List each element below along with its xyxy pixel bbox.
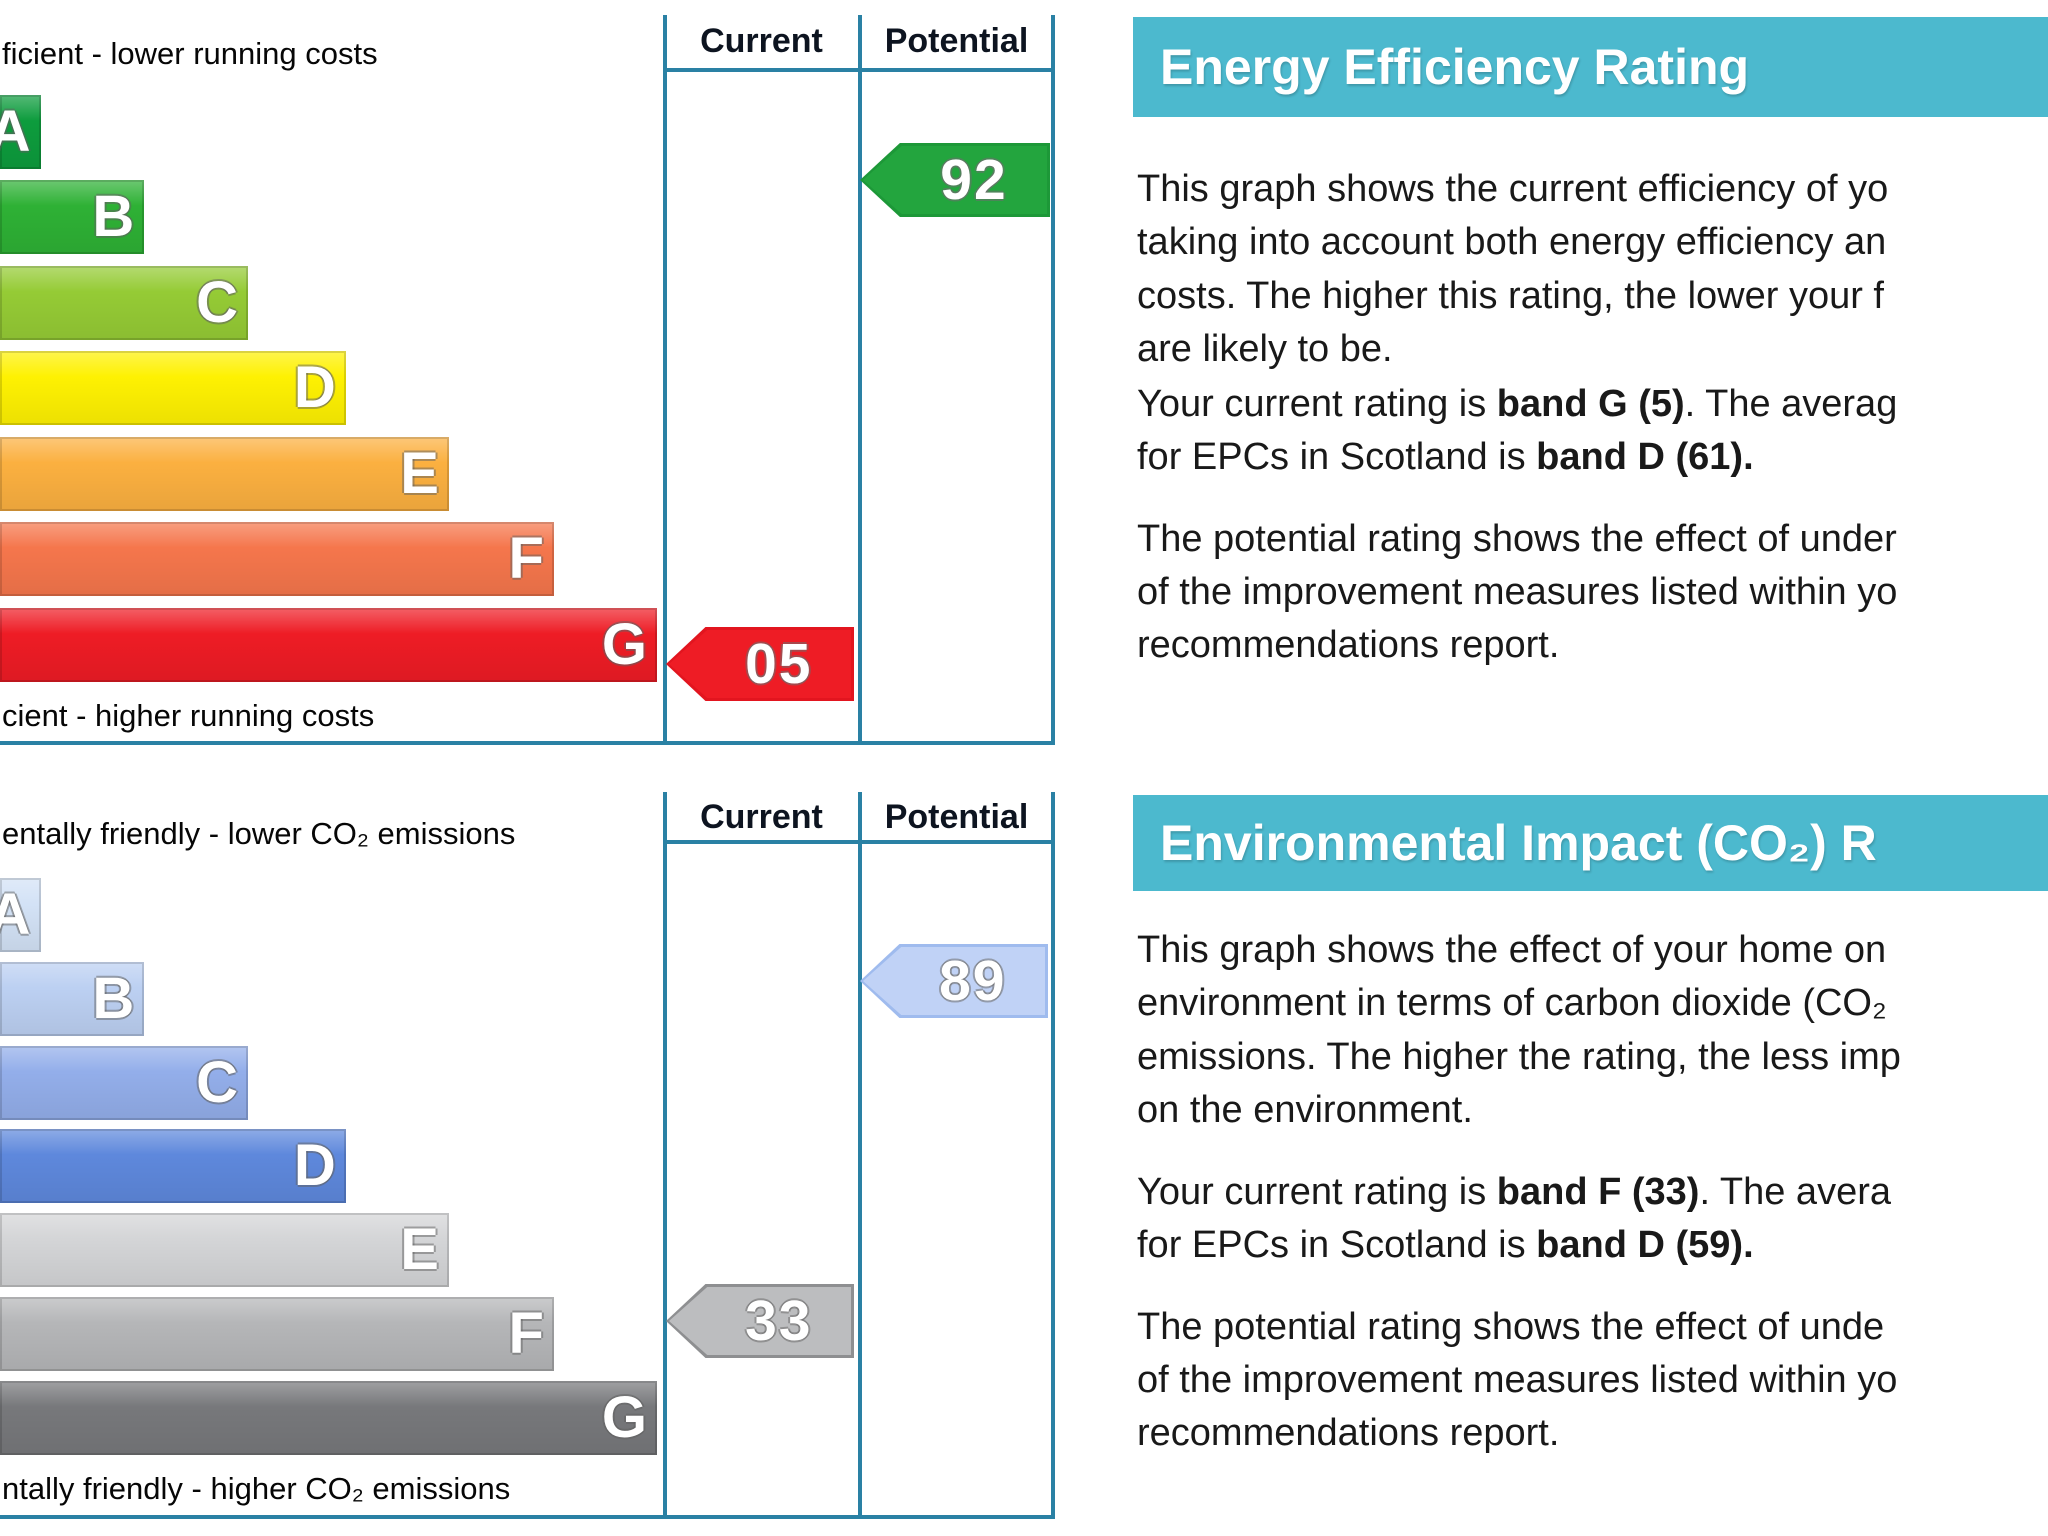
energy-chart-bottom-border [0,741,1055,745]
band-letter: A [0,99,31,164]
co2-paragraph-line: on the environment. [1137,1089,1473,1131]
band-letter: F [508,1301,544,1366]
energy-paragraph-line: This graph shows the current efficiency … [1137,168,1889,210]
energy-table-line-left [663,15,667,743]
co2-paragraph-line: recommendations report. [1137,1412,1560,1454]
co2-paragraph-line: This graph shows the effect of your home… [1137,929,1887,971]
energy-band-d: D [0,351,346,425]
energy-rating-line: Your current rating is band G (5). The a… [1137,383,2048,426]
energy-band-c: C [0,266,249,340]
band-letter: G [601,612,648,677]
energy-current-arrow: 05 [666,627,854,701]
arrow-fill [669,1287,851,1355]
energy-paragraph-line: recommendations report. [1137,624,1560,666]
energy-paragraph-line: The potential rating shows the effect of… [1137,518,1897,560]
arrow-value: 33 [745,1289,813,1353]
energy-paragraph-line: costs. The higher this rating, the lower… [1137,275,1884,317]
energy-table-line-right [1051,15,1055,743]
co2-chart-top-label: entally friendly - lower CO₂ emissions [2,816,516,851]
co2-band-d: D [0,1129,346,1203]
energy-potential-arrow: 92 [860,143,1050,217]
current-rating-value: band F (33) [1496,1171,1700,1213]
co2-paragraph-line: of the improvement measures listed withi… [1137,1359,1898,1401]
energy-section-title-banner: Energy Efficiency Rating [1133,17,2048,117]
arrow-fill [669,630,851,698]
arrow-value: 92 [940,148,1008,212]
co2-table-line-middle [858,792,862,1517]
energy-band-e: E [0,437,449,511]
band-letter: B [92,184,135,249]
co2-average-line: for EPCs in Scotland is band D (59). [1137,1224,2048,1267]
co2-chart-bottom-border [0,1515,1055,1519]
text-fragment: . The averag [1684,383,1898,425]
energy-table-line-middle [858,15,862,743]
co2-band-f: F [0,1297,554,1371]
energy-header-underline [663,68,1055,72]
co2-band-a: A [0,878,41,952]
energy-band-f: F [0,522,554,596]
co2-paragraph-line: emissions. The higher the rating, the le… [1137,1036,1901,1078]
co2-band-g: G [0,1381,658,1455]
energy-average-line: for EPCs in Scotland is band D (61). [1137,436,2048,479]
band-letter: A [0,882,31,947]
co2-potential-header: Potential [884,798,1029,836]
co2-table-line-left [663,792,667,1517]
arrow-value: 89 [939,949,1007,1013]
average-rating-value: band D (59). [1536,1224,1754,1266]
text-fragment: Your current rating is [1137,1171,1497,1213]
energy-current-header: Current [700,22,823,60]
co2-chart-bars: A B C D E F G [0,878,665,1468]
band-letter: C [196,1050,239,1115]
energy-paragraph-line: of the improvement measures listed withi… [1137,571,1898,613]
energy-potential-header: Potential [884,22,1029,60]
co2-band-e: E [0,1213,449,1287]
co2-table-line-right [1051,792,1055,1517]
co2-paragraph-line: The potential rating shows the effect of… [1137,1306,1885,1348]
band-letter: G [601,1385,648,1450]
text-fragment: for EPCs in Scotland is [1137,1224,1537,1266]
band-letter: C [196,270,239,335]
average-rating-value: band D (61). [1536,436,1754,478]
arrow-value: 05 [745,632,813,696]
arrow-fill [863,947,1045,1015]
band-letter: E [400,441,439,506]
current-rating-value: band G (5) [1496,383,1685,425]
co2-header-underline [663,840,1055,844]
text-fragment: Your current rating is [1137,383,1497,425]
energy-chart-bottom-label: cient - higher running costs [2,698,375,733]
energy-chart-bars: A B C D E F G [0,95,665,695]
arrow-fill [863,146,1047,214]
band-letter: E [400,1217,439,1282]
co2-chart-bottom-label: ntally friendly - higher CO₂ emissions [2,1471,511,1506]
band-letter: B [92,966,135,1031]
text-fragment: for EPCs in Scotland is [1137,436,1537,478]
co2-current-header: Current [700,798,823,836]
band-letter: F [508,526,544,591]
co2-paragraph-line: environment in terms of carbon dioxide (… [1137,982,1887,1024]
energy-band-g: G [0,608,658,682]
co2-section-title-banner: Environmental Impact (CO₂) R [1133,795,2048,891]
co2-rating-line: Your current rating is band F (33). The … [1137,1171,2048,1214]
co2-band-b: B [0,962,145,1036]
energy-paragraph-line: taking into account both energy efficien… [1137,221,1887,263]
co2-current-arrow: 33 [666,1284,854,1358]
band-letter: D [293,355,336,420]
energy-chart-top-label: ficient - lower running costs [2,36,378,71]
energy-band-b: B [0,180,145,254]
band-letter: D [293,1133,336,1198]
energy-paragraph-line: are likely to be. [1137,328,1393,370]
co2-potential-arrow: 89 [860,944,1048,1018]
energy-band-a: A [0,95,41,169]
co2-band-c: C [0,1046,249,1120]
text-fragment: . The avera [1699,1171,1891,1213]
